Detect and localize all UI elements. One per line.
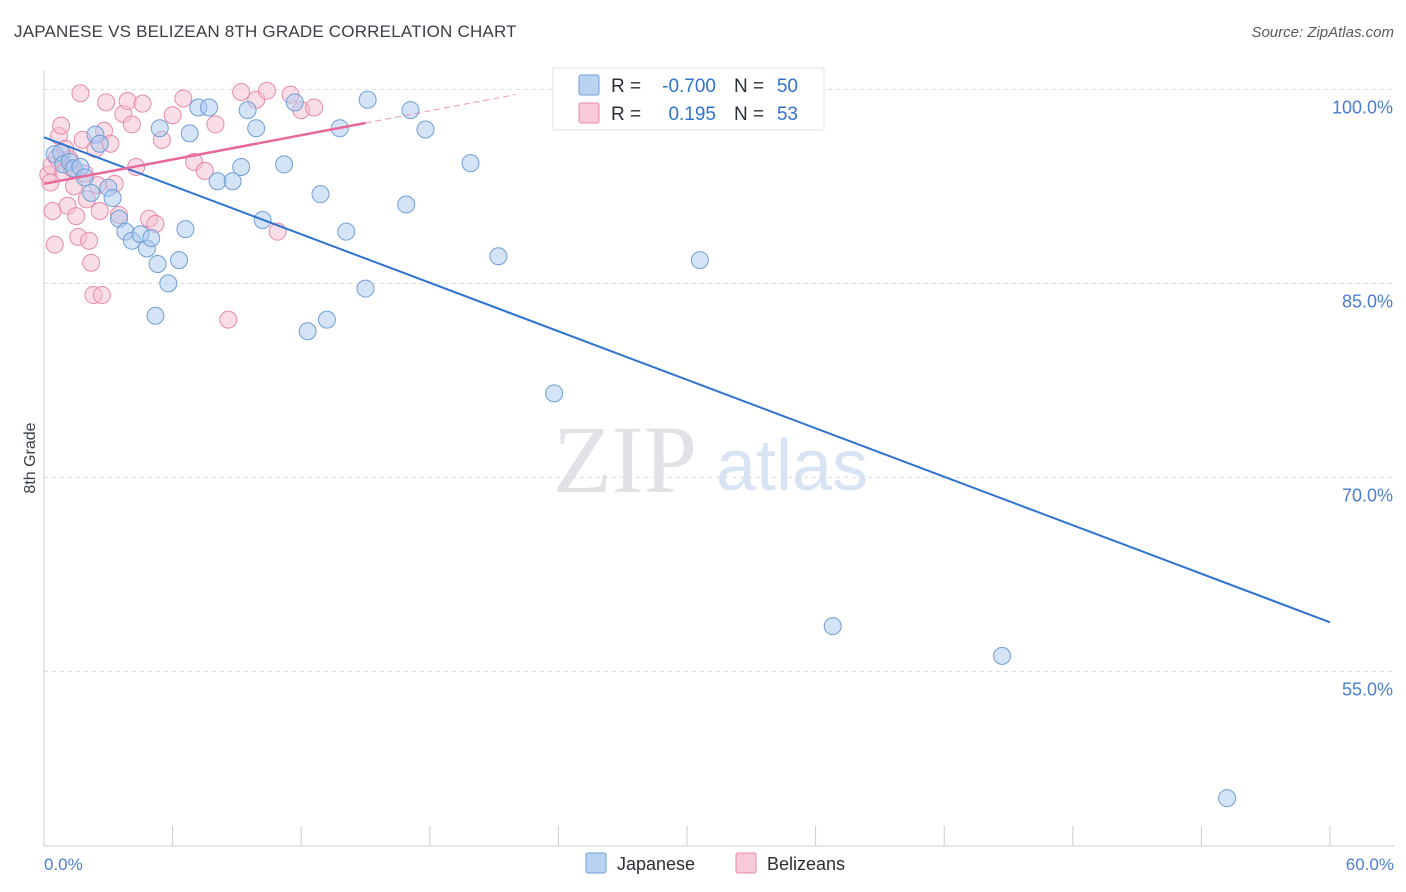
watermark-atlas: atlas (716, 426, 868, 506)
belizean-point (232, 82, 251, 101)
japanese-point (337, 222, 356, 241)
japanese-point (150, 119, 169, 138)
belizean-point (52, 116, 71, 135)
trend-lines (43, 94, 1331, 624)
belizean-point (305, 98, 324, 117)
belizean-n-label: N = (734, 104, 764, 125)
japanese-point (489, 247, 508, 266)
japanese-point (170, 251, 189, 270)
y-axis-tick-labels: 55.0% 70.0% 85.0% 100.0% (1332, 97, 1393, 699)
japanese-point (90, 134, 109, 153)
japanese-point (401, 101, 420, 120)
japanese-point (358, 90, 377, 109)
watermark-zip: ZIP (553, 406, 697, 513)
belizean-point (174, 89, 193, 108)
source-label: Source: ZipAtlas.com (1251, 24, 1394, 41)
belizean-point (163, 106, 182, 125)
legend-belizean-label: Belizeans (767, 854, 845, 874)
japanese-point (416, 120, 435, 139)
japanese-r-label: R = (611, 76, 641, 97)
belizean-point (195, 161, 214, 180)
japanese-point (148, 255, 167, 273)
grid-lines (44, 88, 1394, 672)
belizean-swatch (578, 102, 600, 124)
belizean-trend-extension (365, 94, 516, 124)
japanese-n-value: 50 (777, 76, 798, 97)
stats-legend: R = -0.700 N = 50 R = 0.195 N = 53 (552, 67, 825, 131)
japanese-point (103, 189, 122, 208)
belizean-r-label: R = (611, 104, 641, 125)
japanese-point (545, 384, 564, 403)
japanese-n-label: N = (734, 76, 764, 97)
y-tick-label: 100.0% (1332, 97, 1393, 117)
japanese-point (208, 172, 227, 191)
series-legend: Japanese Belizeans (585, 852, 845, 874)
japanese-point (223, 172, 242, 191)
japanese-point (397, 195, 416, 214)
belizean-point (206, 115, 225, 134)
japanese-point (180, 124, 199, 143)
chart-title: JAPANESE VS BELIZEAN 8TH GRADE CORRELATI… (14, 22, 517, 41)
belizean-point (43, 201, 62, 220)
japanese-point (146, 306, 165, 325)
japanese-point (823, 617, 842, 636)
watermark: ZIP atlas (553, 406, 868, 513)
belizean-point (92, 286, 111, 305)
belizean-point (71, 84, 90, 103)
belizean-point (133, 94, 152, 113)
x-tick-label-max: 60.0% (1346, 855, 1394, 874)
y-axis-label: 8th Grade (22, 422, 39, 493)
japanese-point (142, 229, 161, 248)
japanese-point (285, 93, 304, 112)
japanese-point (159, 274, 178, 293)
y-tick-label: 55.0% (1342, 679, 1393, 699)
japanese-point (238, 101, 257, 120)
japanese-point (247, 119, 266, 138)
legend-japanese-swatch (585, 852, 607, 874)
japanese-point (317, 310, 336, 329)
japanese-point (232, 158, 251, 176)
belizean-point (67, 207, 86, 226)
belizean-n-value: 53 (777, 104, 798, 125)
belizean-trend-line (43, 121, 366, 186)
belizean-point (257, 81, 276, 100)
belizean-point (122, 115, 141, 134)
japanese-point (298, 322, 317, 341)
japanese-point (176, 220, 195, 239)
belizean-point (80, 231, 99, 250)
belizean-point (82, 253, 101, 272)
japanese-point (311, 185, 330, 204)
belizean-point (97, 93, 116, 112)
japanese-point (461, 154, 480, 173)
japanese-point (356, 279, 375, 298)
legend-japanese-label: Japanese (617, 854, 695, 874)
y-tick-label: 85.0% (1342, 291, 1393, 311)
belizean-point (219, 310, 238, 329)
y-tick-label: 70.0% (1342, 485, 1393, 505)
x-axis-ticks (43, 826, 1331, 846)
japanese-point (1218, 789, 1237, 808)
japanese-r-value: -0.700 (662, 76, 716, 97)
japanese-point (993, 646, 1012, 665)
legend-belizean-swatch (735, 852, 757, 874)
belizean-point (118, 92, 137, 111)
japanese-point (82, 183, 101, 202)
japanese-point (690, 251, 709, 270)
x-tick-label-min: 0.0% (44, 855, 83, 874)
japanese-point (200, 98, 219, 117)
japanese-trend-line (43, 136, 1331, 624)
belizean-point (45, 235, 64, 254)
japanese-swatch (578, 74, 600, 96)
belizean-points (39, 81, 324, 329)
axes (43, 70, 1394, 847)
belizean-r-value: 0.195 (668, 104, 716, 125)
japanese-point (275, 155, 294, 174)
belizean-point (90, 201, 109, 220)
